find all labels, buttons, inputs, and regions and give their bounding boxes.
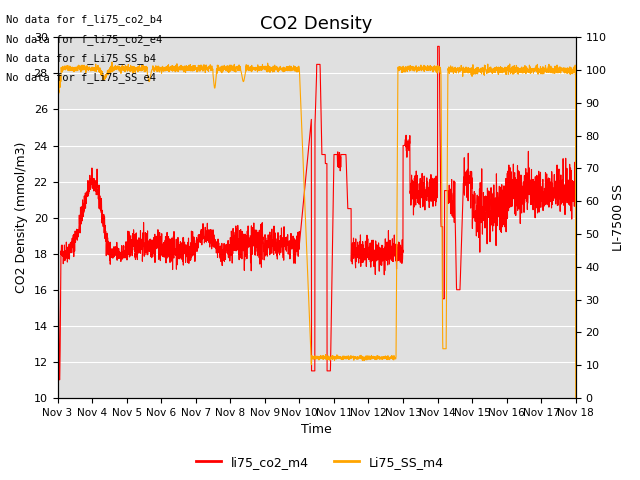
Li75_SS_m4 [253, 65, 260, 71]
li75_co2_m4 [54, 237, 61, 242]
li75_co2_m4 [113, 240, 120, 245]
li75_co2_m4 [434, 44, 442, 49]
Y-axis label: LI-7500 SS: LI-7500 SS [612, 184, 625, 251]
Li75_SS_m4 [275, 66, 283, 72]
Text: No data for f_Li75_SS_b4: No data for f_Li75_SS_b4 [6, 53, 156, 64]
Line: Li75_SS_m4: Li75_SS_m4 [58, 62, 576, 398]
Li75_SS_m4 [572, 395, 580, 401]
Text: No data for f_li75_co2_b4: No data for f_li75_co2_b4 [6, 14, 163, 25]
Li75_SS_m4 [108, 59, 116, 65]
Li75_SS_m4 [113, 66, 120, 72]
Legend: li75_co2_m4, Li75_SS_m4: li75_co2_m4, Li75_SS_m4 [191, 451, 449, 474]
li75_co2_m4 [562, 184, 570, 190]
Li75_SS_m4 [506, 66, 514, 72]
li75_co2_m4 [144, 228, 152, 234]
li75_co2_m4 [253, 238, 260, 244]
Title: CO2 Density: CO2 Density [260, 15, 373, 33]
li75_co2_m4 [572, 168, 580, 174]
li75_co2_m4 [275, 241, 283, 247]
Li75_SS_m4 [144, 72, 152, 78]
li75_co2_m4 [56, 377, 63, 383]
Y-axis label: CO2 Density (mmol/m3): CO2 Density (mmol/m3) [15, 142, 28, 293]
Line: li75_co2_m4: li75_co2_m4 [58, 47, 576, 380]
Li75_SS_m4 [562, 70, 570, 75]
Text: No data for f_li75_co2_e4: No data for f_li75_co2_e4 [6, 34, 163, 45]
li75_co2_m4 [506, 181, 514, 187]
Text: No data for f_Li75_SS_e4: No data for f_Li75_SS_e4 [6, 72, 156, 83]
X-axis label: Time: Time [301, 423, 332, 436]
Li75_SS_m4 [54, 86, 61, 92]
